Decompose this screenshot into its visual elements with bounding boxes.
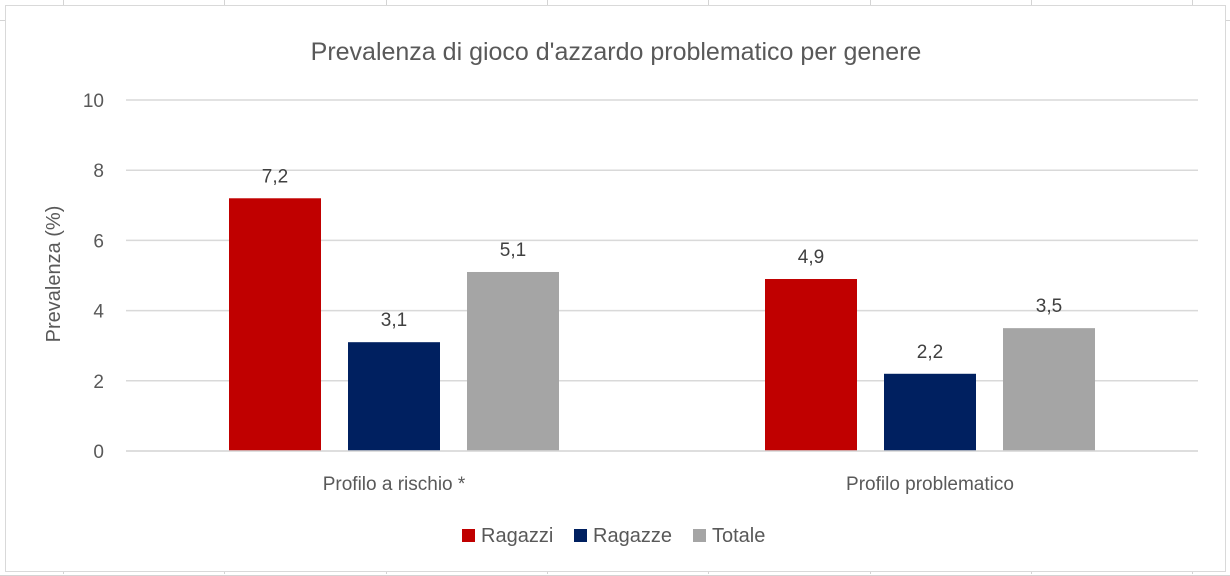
data-label: 7,2 — [262, 166, 288, 187]
bar-chart: Prevalenza di gioco d'azzardo problemati… — [43, 38, 1198, 547]
chart-title: Prevalenza di gioco d'azzardo problemati… — [311, 38, 922, 66]
x-category-label: Profilo problematico — [846, 474, 1014, 495]
y-tick-label: 8 — [93, 161, 104, 182]
legend-swatch-ragazzi — [462, 529, 475, 542]
legend-label: Ragazze — [593, 525, 672, 547]
bar-ragazzi — [765, 279, 857, 451]
data-label: 3,5 — [1036, 296, 1062, 317]
data-label: 4,9 — [798, 247, 824, 268]
data-label: 3,1 — [381, 310, 407, 331]
y-axis-label: Prevalenza (%) — [43, 206, 65, 343]
bar-totale — [467, 271, 559, 451]
legend-swatch-totale — [693, 529, 706, 542]
bar-totale — [1003, 328, 1095, 451]
chart-area[interactable]: Prevalenza di gioco d'azzardo problemati… — [5, 5, 1226, 572]
y-tick-label: 2 — [93, 372, 104, 393]
bar-ragazzi — [229, 198, 321, 451]
legend-label: Ragazzi — [481, 525, 553, 547]
y-tick-label: 4 — [93, 302, 104, 323]
bar-ragazze — [348, 342, 440, 451]
legend-swatch-ragazze — [574, 529, 587, 542]
y-tick-label: 10 — [83, 91, 104, 112]
x-category-label: Profilo a rischio * — [323, 474, 466, 495]
bar-ragazze — [884, 373, 976, 451]
data-label: 2,2 — [917, 342, 943, 363]
data-label: 5,1 — [500, 240, 526, 261]
y-tick-label: 6 — [93, 231, 104, 252]
legend-label: Totale — [712, 525, 765, 547]
y-tick-label: 0 — [93, 442, 104, 463]
